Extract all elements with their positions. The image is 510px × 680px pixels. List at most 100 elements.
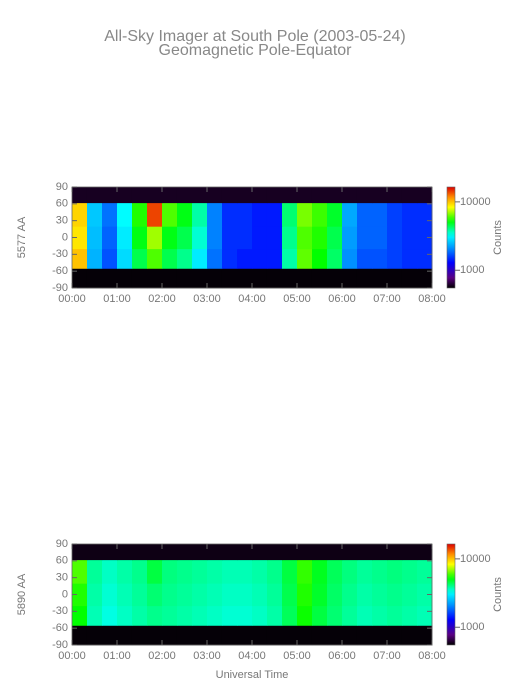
y-tick-label: 60 (56, 555, 68, 567)
heat-cell (372, 268, 388, 289)
heat-cell (401, 559, 418, 584)
x-tick-label: 05:00 (283, 650, 311, 662)
heat-cell (86, 625, 103, 646)
heat-cell (252, 605, 268, 626)
heat-cell (327, 625, 343, 646)
heat-cell (401, 605, 418, 626)
heat-cell (252, 544, 268, 561)
heat-cell (372, 248, 388, 269)
heat-cell (266, 559, 283, 584)
x-tick-label: 08:00 (418, 293, 446, 305)
heat-cell (117, 544, 133, 561)
heat-cell (221, 248, 238, 269)
heat-cell (72, 248, 88, 269)
heat-cell (176, 625, 193, 646)
heat-cell (311, 187, 328, 204)
heat-cell (207, 226, 223, 250)
heat-cell (207, 625, 223, 646)
heat-cell (162, 187, 178, 204)
heat-cell (387, 559, 403, 584)
heat-cell (162, 559, 178, 584)
heat-cell (72, 559, 88, 584)
heat-cell (162, 248, 178, 269)
heat-cell (266, 202, 283, 227)
heat-cell (237, 544, 253, 561)
heat-cell (356, 559, 373, 584)
heat-cell (342, 202, 358, 227)
x-tick-label: 06:00 (328, 293, 356, 305)
heat-cell (282, 559, 298, 584)
heat-cell (117, 559, 133, 584)
colorbar-label: Counts (492, 220, 504, 255)
heat-cell (72, 605, 88, 626)
heat-cell (117, 226, 133, 250)
heat-cell (131, 248, 148, 269)
heat-cell (356, 605, 373, 626)
heat-cell (102, 583, 118, 607)
heat-cell (102, 605, 118, 626)
heat-cell (221, 583, 238, 607)
heat-cell (192, 248, 208, 269)
heat-cell (401, 226, 418, 250)
heat-cell (131, 226, 148, 250)
heat-cell (356, 248, 373, 269)
heat-cell (311, 544, 328, 561)
heat-cell (237, 625, 253, 646)
heat-cell (131, 583, 148, 607)
heat-cell (221, 226, 238, 250)
heat-cell (147, 583, 163, 607)
heat-cell (176, 559, 193, 584)
heat-cell (282, 248, 298, 269)
heat-cell (147, 248, 163, 269)
heat-cell (192, 625, 208, 646)
heat-cell (372, 187, 388, 204)
heat-cell (417, 268, 433, 289)
heat-cell (86, 202, 103, 227)
heat-cell (102, 544, 118, 561)
heat-cell (252, 187, 268, 204)
heat-cell (356, 625, 373, 646)
heat-cell (72, 268, 88, 289)
x-tick-label: 04:00 (238, 293, 266, 305)
heat-cell (282, 605, 298, 626)
heat-cell (237, 605, 253, 626)
heat-cell (207, 583, 223, 607)
heat-cell (162, 625, 178, 646)
heat-cell (297, 583, 313, 607)
heat-cell (117, 583, 133, 607)
heat-cell (297, 248, 313, 269)
heat-cell (176, 544, 193, 561)
heat-cell (417, 226, 433, 250)
y-tick-label: 90 (56, 538, 68, 550)
heat-cell (327, 583, 343, 607)
heat-cell (372, 226, 388, 250)
heat-cell (356, 202, 373, 227)
heat-cell (162, 583, 178, 607)
heat-cell (221, 605, 238, 626)
x-tick-label: 07:00 (373, 293, 401, 305)
heat-cell (252, 226, 268, 250)
heat-cell (252, 248, 268, 269)
heat-cell (297, 226, 313, 250)
heat-cell (401, 544, 418, 561)
heat-cell (401, 248, 418, 269)
heat-cell (162, 605, 178, 626)
heat-cell (176, 583, 193, 607)
heat-cell (356, 268, 373, 289)
x-tick-label: 08:00 (418, 650, 446, 662)
x-tick-label: 02:00 (148, 293, 176, 305)
heat-cell (117, 625, 133, 646)
heat-cell (147, 187, 163, 204)
heat-cell (282, 583, 298, 607)
heat-cell (102, 226, 118, 250)
heat-cell (266, 583, 283, 607)
heat-cell (297, 202, 313, 227)
heat-cell (237, 583, 253, 607)
heat-cell (417, 248, 433, 269)
heat-cell (86, 605, 103, 626)
heat-cell (282, 268, 298, 289)
heat-cell (387, 202, 403, 227)
heat-cell (102, 268, 118, 289)
x-tick-label: 02:00 (148, 650, 176, 662)
